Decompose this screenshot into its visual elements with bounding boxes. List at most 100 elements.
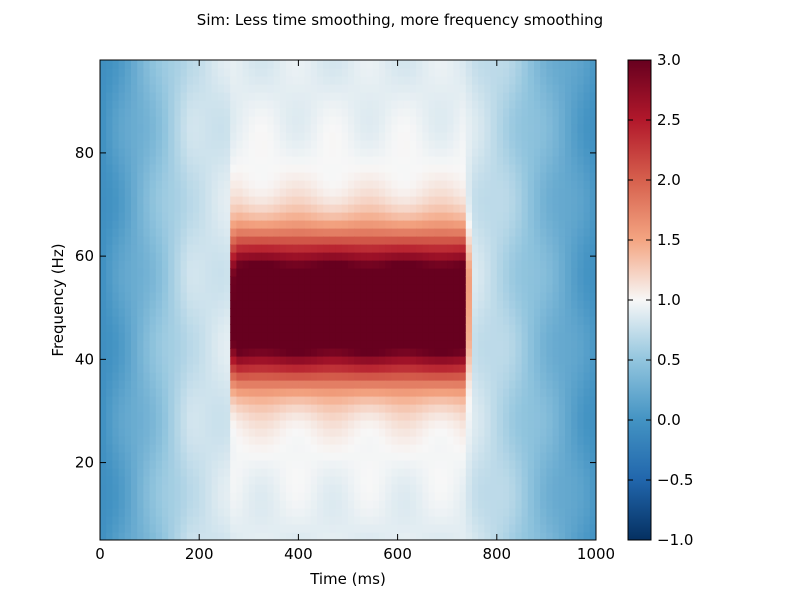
- heatmap-cell: [503, 316, 510, 325]
- heatmap-cell: [428, 492, 436, 501]
- heatmap-cell: [236, 244, 244, 253]
- heatmap-cell: [552, 516, 560, 525]
- heatmap-cell: [416, 268, 423, 277]
- heatmap-cell: [360, 324, 368, 333]
- heatmap-cell: [329, 76, 337, 85]
- heatmap-cell: [155, 460, 163, 469]
- heatmap-cell: [143, 484, 151, 493]
- heatmap-cell: [162, 460, 169, 469]
- heatmap-cell: [137, 468, 144, 477]
- heatmap-cell: [137, 460, 144, 469]
- heatmap-cell: [366, 84, 374, 93]
- heatmap-cell: [317, 484, 324, 493]
- heatmap-cell: [484, 244, 492, 253]
- heatmap-cell: [155, 92, 163, 101]
- heatmap-cell: [162, 532, 169, 540]
- heatmap-cell: [565, 388, 572, 397]
- heatmap-cell: [310, 476, 318, 485]
- heatmap-cell: [503, 212, 510, 221]
- heatmap-cell: [434, 92, 442, 101]
- heatmap-cell: [131, 260, 138, 269]
- heatmap-cell: [143, 172, 151, 181]
- heatmap-cell: [174, 308, 182, 317]
- heatmap-cell: [329, 460, 337, 469]
- heatmap-cell: [279, 260, 287, 269]
- heatmap-cell: [106, 484, 113, 493]
- heatmap-cell: [193, 108, 200, 117]
- heatmap-cell: [162, 316, 169, 325]
- heatmap-cell: [137, 476, 144, 485]
- heatmap-cell: [447, 332, 454, 341]
- heatmap-cell: [255, 124, 262, 133]
- heatmap-cell: [472, 244, 479, 253]
- heatmap-cell: [267, 500, 275, 509]
- heatmap-cell: [391, 468, 399, 477]
- heatmap-cell: [273, 412, 281, 421]
- heatmap-cell: [100, 332, 107, 341]
- heatmap-cell: [317, 460, 324, 469]
- heatmap-cell: [155, 100, 163, 109]
- heatmap-cell: [534, 356, 541, 365]
- heatmap-cell: [341, 404, 349, 413]
- heatmap-cell: [515, 164, 523, 173]
- heatmap-cell: [124, 508, 132, 517]
- heatmap-cell: [397, 484, 405, 493]
- heatmap-cell: [459, 180, 467, 189]
- heatmap-cell: [149, 404, 157, 413]
- heatmap-cell: [168, 204, 175, 213]
- heatmap-cell: [143, 68, 151, 77]
- heatmap-cell: [211, 84, 219, 93]
- heatmap-cell: [335, 300, 343, 309]
- heatmap-cell: [279, 452, 287, 461]
- heatmap-cell: [478, 444, 485, 453]
- heatmap-cell: [162, 308, 169, 317]
- heatmap-cell: [397, 260, 405, 269]
- heatmap-cell: [459, 140, 467, 149]
- heatmap-cell: [180, 452, 188, 461]
- heatmap-cell: [155, 164, 163, 173]
- heatmap-cell: [137, 420, 144, 429]
- heatmap-cell: [100, 356, 107, 365]
- heatmap-cell: [112, 308, 120, 317]
- heatmap-cell: [410, 484, 417, 493]
- heatmap-cell: [193, 436, 200, 445]
- heatmap-cell: [552, 92, 560, 101]
- heatmap-cell: [335, 116, 343, 125]
- heatmap-cell: [372, 428, 380, 437]
- heatmap-cell: [459, 116, 467, 125]
- heatmap-cell: [534, 268, 541, 277]
- heatmap-cell: [416, 324, 423, 333]
- heatmap-cell: [217, 316, 225, 325]
- heatmap-cell: [162, 436, 169, 445]
- heatmap-cell: [341, 436, 349, 445]
- heatmap-cell: [329, 92, 337, 101]
- heatmap-cell: [317, 404, 324, 413]
- heatmap-cell: [174, 388, 182, 397]
- heatmap-cell: [428, 476, 436, 485]
- heatmap-cell: [286, 516, 293, 525]
- heatmap-cell: [286, 388, 293, 397]
- heatmap-cell: [205, 324, 213, 333]
- heatmap-cell: [310, 508, 318, 517]
- heatmap-cell: [391, 228, 399, 237]
- heatmap-cell: [459, 308, 467, 317]
- heatmap-cell: [453, 300, 461, 309]
- heatmap-cell: [137, 116, 144, 125]
- heatmap-cell: [422, 180, 430, 189]
- heatmap-cell: [298, 252, 306, 261]
- heatmap-cell: [217, 388, 225, 397]
- heatmap-cell: [509, 268, 516, 277]
- heatmap-cell: [267, 372, 275, 381]
- heatmap-cell: [360, 148, 368, 157]
- heatmap-cell: [422, 500, 430, 509]
- heatmap-cell: [162, 484, 169, 493]
- heatmap-cell: [236, 364, 244, 373]
- heatmap-cell: [416, 524, 423, 533]
- heatmap-cell: [205, 316, 213, 325]
- heatmap-cell: [428, 284, 436, 293]
- heatmap-cell: [354, 68, 361, 77]
- heatmap-cell: [478, 396, 485, 405]
- heatmap-cell: [496, 404, 504, 413]
- heatmap-cell: [552, 444, 560, 453]
- heatmap-cell: [273, 124, 281, 133]
